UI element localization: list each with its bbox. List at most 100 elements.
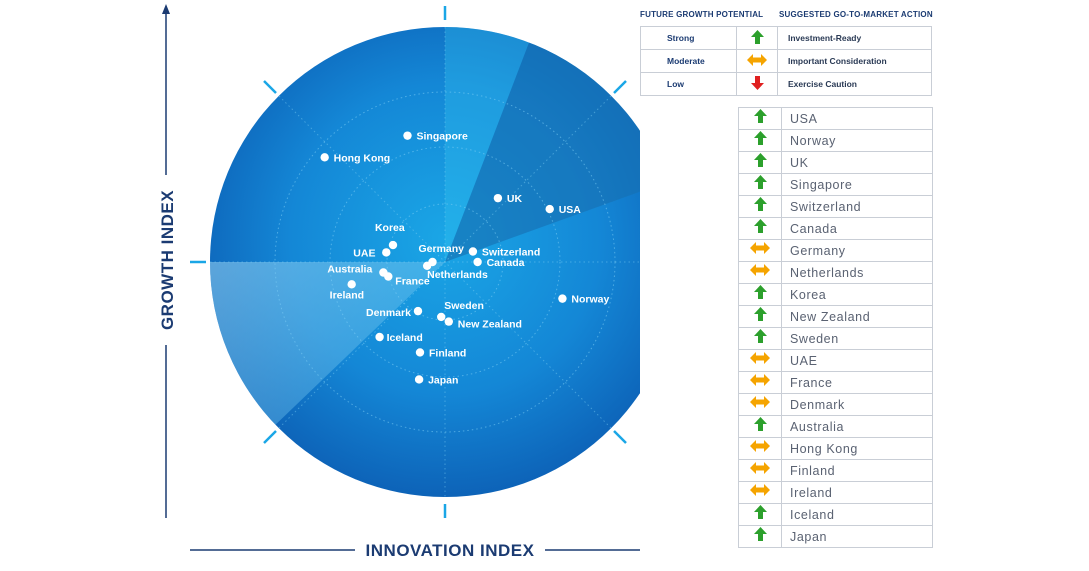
ranking-row: Singapore — [738, 173, 933, 196]
data-point-label: Hong Kong — [334, 152, 391, 164]
data-point — [558, 294, 567, 303]
ranking-row: USA — [738, 107, 933, 130]
data-point — [347, 280, 356, 289]
legend-table: Strong Investment-Ready Moderate Importa… — [640, 26, 932, 96]
radar-chart: GROWTH INDEX INNOVATION INDEX Singapore H… — [158, 4, 640, 560]
legend-action: Exercise Caution — [777, 72, 932, 96]
data-point-label: Germany — [418, 243, 464, 255]
legend-header-potential: FUTURE GROWTH POTENTIAL — [640, 10, 764, 19]
data-point-label: USA — [559, 204, 582, 216]
data-point — [422, 261, 432, 270]
double-arrow-icon — [750, 241, 770, 259]
data-point-label: Norway — [571, 294, 609, 306]
ranking-row: Canada — [738, 217, 933, 240]
x-axis-label: INNOVATION INDEX — [366, 541, 535, 560]
data-point-label: UAE — [353, 247, 375, 259]
country-name: Norway — [781, 129, 933, 152]
up-arrow-icon — [753, 153, 767, 172]
double-arrow-icon — [750, 263, 770, 281]
country-name: Canada — [781, 217, 933, 240]
legend-potential: Low — [640, 72, 737, 96]
country-name: UAE — [781, 349, 933, 372]
data-point — [414, 375, 424, 384]
legend-potential: Strong — [640, 26, 737, 50]
up-arrow-icon — [753, 527, 767, 546]
data-point — [545, 204, 554, 214]
country-name: Japan — [781, 525, 933, 548]
data-point-label: Finland — [429, 347, 466, 359]
spoke-d2 — [278, 95, 612, 429]
up-arrow-icon — [753, 131, 767, 150]
ranking-row: New Zealand — [738, 305, 933, 328]
ranking-row: Netherlands — [738, 261, 933, 284]
legend-row-strong: Strong Investment-Ready — [640, 26, 932, 50]
country-name: Switzerland — [781, 195, 933, 218]
ranking-row: France — [738, 371, 933, 394]
up-arrow-icon — [753, 197, 767, 216]
ranking-row: Norway — [738, 129, 933, 152]
ranking-row: Korea — [738, 283, 933, 306]
country-name: Netherlands — [781, 261, 933, 284]
ranking-row: UK — [738, 151, 933, 174]
up-arrow-icon — [753, 505, 767, 524]
ranking-row: Denmark — [738, 393, 933, 416]
country-name: Iceland — [781, 503, 933, 526]
data-point-label: Canada — [487, 257, 525, 269]
data-point — [320, 153, 329, 162]
data-point-label: France — [395, 276, 430, 288]
data-point — [437, 312, 446, 322]
double-arrow-icon — [750, 461, 770, 479]
x-axis — [190, 549, 640, 551]
ranking-row: Ireland — [738, 481, 933, 504]
legend-header-action: SUGGESTED GO-TO-MARKET ACTION — [779, 10, 933, 19]
light-wedge — [210, 262, 445, 440]
data-point-label: Switzerland — [482, 247, 540, 259]
country-name: USA — [781, 107, 933, 130]
double-arrow-icon — [750, 351, 770, 369]
legend-row-moderate: Moderate Important Consideration — [640, 49, 932, 73]
data-point — [382, 248, 391, 257]
ranking-row: Sweden — [738, 327, 933, 350]
country-name: Hong Kong — [781, 437, 933, 460]
double-arrow-icon — [750, 373, 770, 391]
ring-3 — [274, 91, 616, 433]
data-point — [384, 272, 393, 281]
ranking-row: Germany — [738, 239, 933, 262]
country-name: Sweden — [781, 327, 933, 350]
country-name: Ireland — [781, 481, 933, 504]
data-points: Singapore Hong Kong UK USA Korea UAE Germany Sw… — [320, 131, 610, 386]
ranking-row: Finland — [738, 459, 933, 482]
data-point-label: Sweden — [444, 300, 484, 312]
ranking-row: Switzerland — [738, 195, 933, 218]
down-arrow-icon — [750, 76, 764, 92]
data-point — [403, 131, 412, 140]
double-arrow-icon — [747, 54, 767, 68]
country-name: Denmark — [781, 393, 933, 416]
data-point — [413, 306, 423, 316]
double-arrow-icon — [750, 483, 770, 501]
outer-ticks — [190, 6, 627, 518]
data-point-label: Netherlands — [427, 269, 488, 281]
up-arrow-icon — [753, 307, 767, 326]
data-point — [493, 193, 503, 203]
ranking-row: Hong Kong — [738, 437, 933, 460]
y-axis — [162, 4, 170, 518]
legend-row-low: Low Exercise Caution — [640, 72, 932, 96]
up-arrow-icon — [753, 329, 767, 348]
data-point — [444, 317, 453, 326]
data-point — [388, 240, 398, 250]
up-arrow-icon — [750, 30, 764, 46]
data-point-label: Japan — [428, 374, 458, 386]
ranking-row: Japan — [738, 525, 933, 548]
spoke-d1 — [278, 95, 612, 429]
ranking-row: Iceland — [738, 503, 933, 526]
country-name: Singapore — [781, 173, 933, 196]
double-arrow-icon — [750, 439, 770, 457]
data-point — [473, 257, 482, 267]
data-point — [375, 332, 384, 342]
data-point-label: Ireland — [330, 289, 364, 301]
country-name: Finland — [781, 459, 933, 482]
data-point-label: Korea — [375, 222, 405, 234]
double-arrow-icon — [750, 395, 770, 413]
country-name: France — [781, 371, 933, 394]
